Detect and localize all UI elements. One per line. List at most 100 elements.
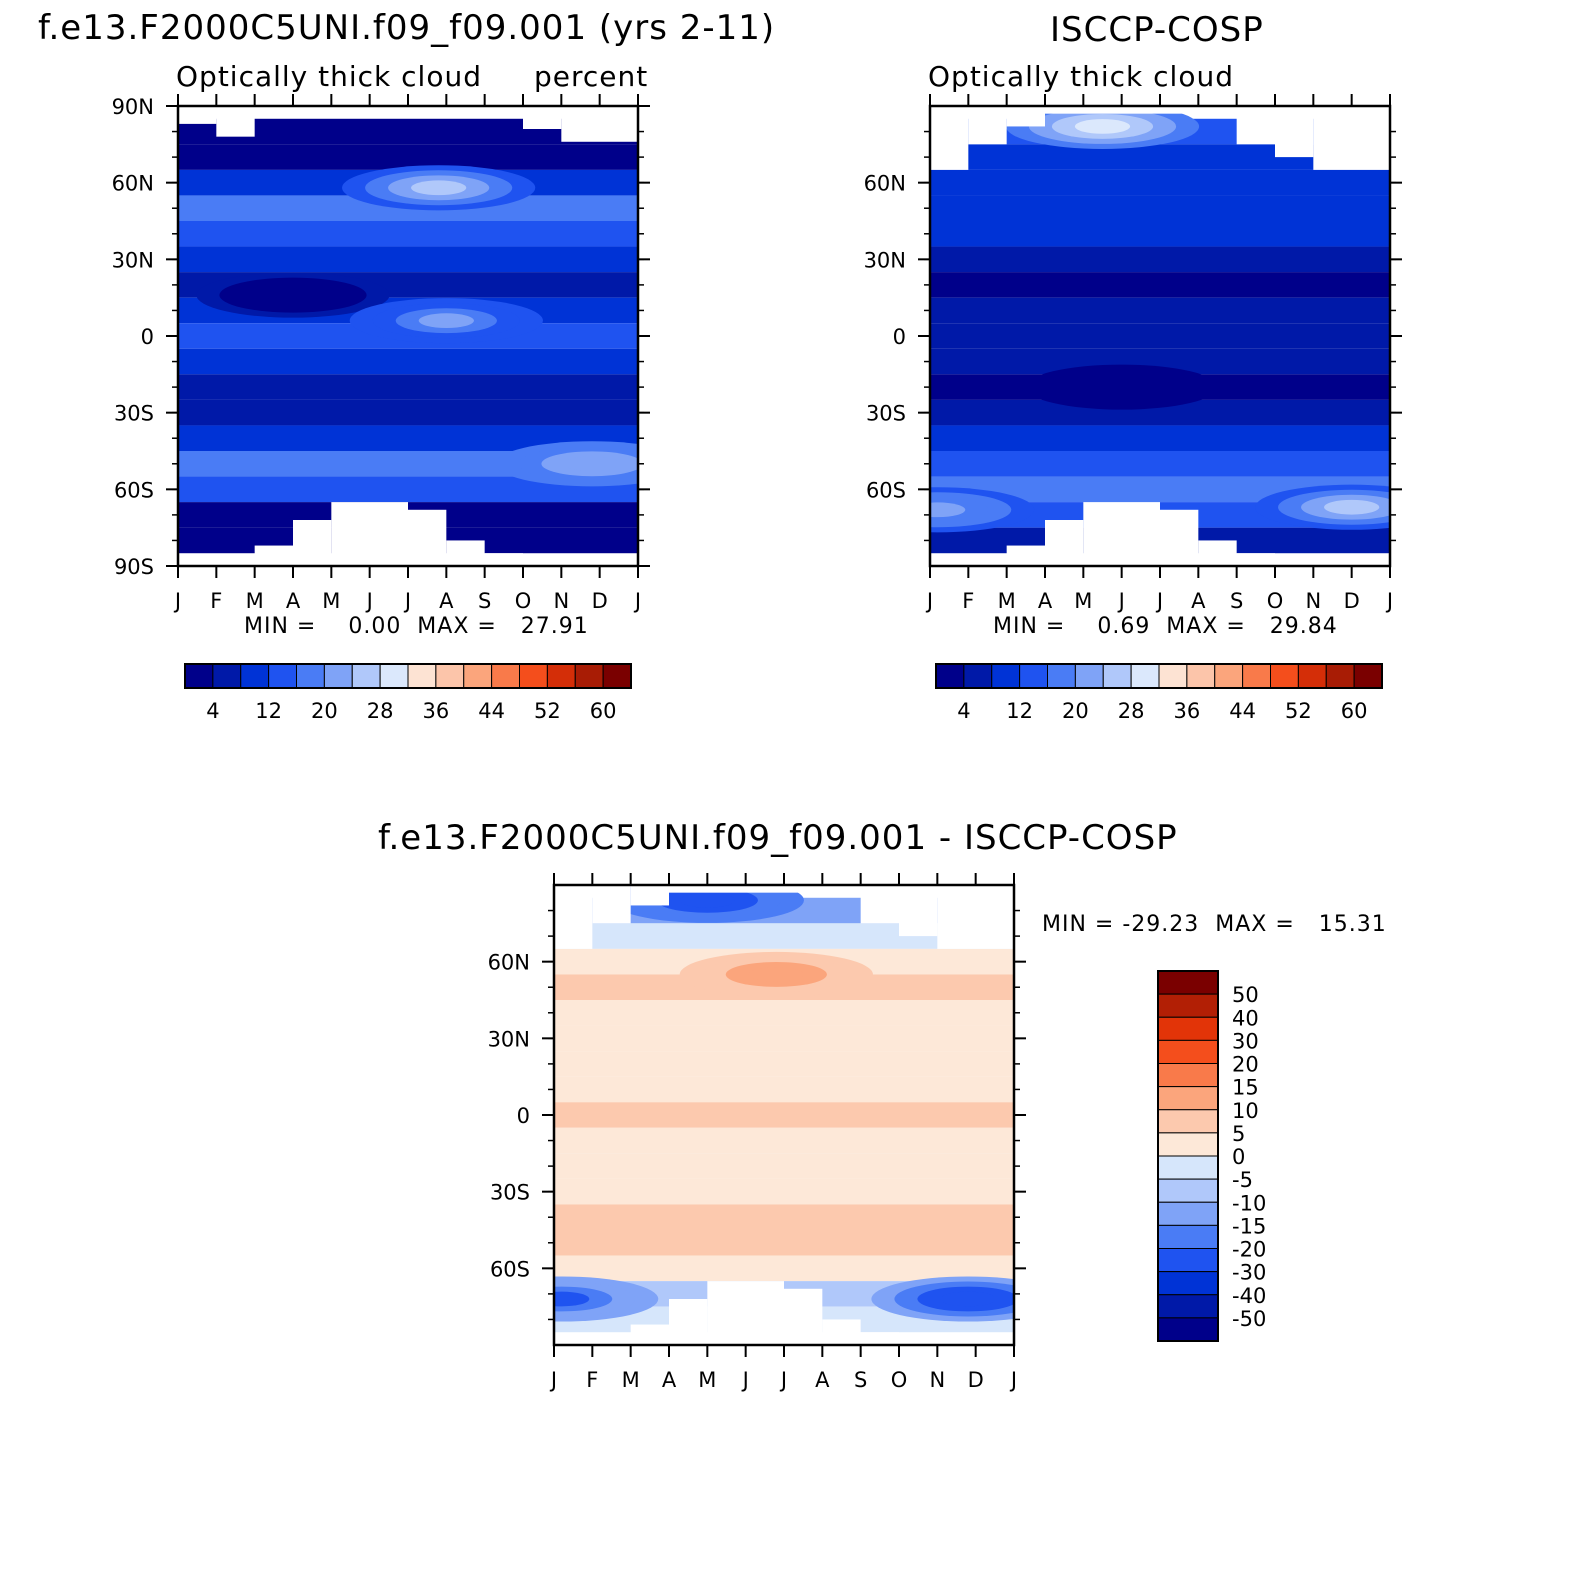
panel3-band	[554, 1076, 1014, 1103]
panel2-colorbar-swatch	[1019, 663, 1048, 689]
panel3-colorbar-label: 10	[1232, 1099, 1259, 1123]
panel1-colorbar-label: 44	[478, 699, 505, 723]
panel3-missing-north	[592, 885, 631, 924]
panel2-title: ISCCP-COSP	[1050, 10, 1264, 50]
panel2-stats: MIN = 0.69 MAX = 29.84	[993, 614, 1338, 639]
panel3-colorbar-swatch	[1157, 1224, 1219, 1249]
panel2-colorbar-swatch	[1158, 663, 1188, 689]
panel2-x-tick-label: F	[962, 589, 974, 613]
panel2-band	[930, 195, 1390, 221]
panel3-x-tick-label: A	[662, 1368, 677, 1392]
panel3-x-tick-label: O	[891, 1368, 908, 1392]
panel3-stats: MIN = -29.23 MAX = 15.31	[1042, 912, 1387, 937]
panel2-band	[930, 297, 1390, 324]
panel1-colorbar-frame	[184, 663, 632, 689]
panel1-x-tick-label: O	[515, 589, 532, 613]
panel1-missing-south	[254, 545, 293, 566]
panel2-missing-north	[968, 106, 1007, 145]
panel2-x-tick-label: J	[1117, 589, 1125, 613]
panel3-x-tick-label: A	[815, 1368, 830, 1392]
panel3-arctic-negative-min-contour	[679, 892, 735, 908]
panel1-missing-south	[484, 553, 523, 566]
panel2-x-tick-label: J	[1385, 589, 1393, 613]
panel3-colorbar-frame	[1157, 970, 1219, 1342]
panel2-missing-north	[1313, 106, 1390, 170]
panel3-missing-south	[784, 1288, 823, 1345]
panel1-missing-south	[408, 509, 447, 566]
panel3-colorbar-label: 0	[1232, 1145, 1245, 1169]
panel1-band	[178, 246, 638, 273]
panel1-colorbar-swatch	[268, 663, 297, 689]
panel1-band	[178, 348, 638, 375]
panel3-x-tick-label: J	[741, 1368, 749, 1392]
panel1-colorbar-label: 28	[367, 699, 394, 723]
panel2-missing-south	[1160, 509, 1199, 566]
panel3-colorbar-swatch	[1157, 1039, 1219, 1064]
panel1-colorbar-swatch	[435, 663, 465, 689]
panel2-colorbar-swatch	[991, 663, 1021, 689]
panel2-field	[930, 106, 1390, 566]
panel3-missing-south	[860, 1332, 899, 1345]
panel1-missing-south	[446, 540, 485, 566]
panel3-y-tick-label: 30S	[490, 1181, 530, 1205]
panel1-colorbar-swatch	[519, 663, 548, 689]
panel3-antarctic-negative-min-contour	[940, 1291, 996, 1307]
panel3-missing-south	[669, 1299, 708, 1345]
panel1-band	[178, 374, 638, 400]
panel3-band	[554, 1127, 1014, 1154]
panel1-y-tick-label: 60N	[112, 172, 154, 196]
panel3-colorbar-label: 20	[1232, 1053, 1259, 1077]
panel2-colorbar-label: 20	[1062, 699, 1089, 723]
panel3-antarctic-west-min-contour	[554, 1291, 590, 1307]
panel1-x-tick-label: N	[553, 589, 569, 613]
panel2-band	[930, 323, 1390, 349]
panel2-band	[930, 451, 1390, 477]
panel1-colorbar-swatch	[184, 663, 214, 689]
panel2-colorbar-swatch	[963, 663, 993, 689]
panel2-missing-south	[1236, 553, 1275, 566]
panel3-band	[554, 1102, 1014, 1128]
panel1-missing-north	[484, 106, 523, 117]
panel3-band	[554, 1204, 1014, 1230]
panel1-subtitle-left: Optically thick cloud	[176, 60, 482, 93]
panel3-colorbar-swatch	[1157, 1294, 1219, 1319]
panel3-x-tick-label: M	[622, 1368, 640, 1392]
panel2-x-tick-label: M	[1074, 589, 1092, 613]
panel3-x-tick-label: M	[698, 1368, 716, 1392]
panel1-x-tick-label: M	[322, 589, 340, 613]
panel2-x-tick-label: A	[1038, 589, 1053, 613]
panel2-colorbar-swatch	[1325, 663, 1355, 689]
panel1-y-tick-label: 0	[141, 325, 154, 349]
panel3-x-tick-label: F	[586, 1368, 598, 1392]
panel2-missing-north	[1006, 106, 1045, 127]
panel2-x-tick-label: D	[1344, 589, 1360, 613]
panel3-title: f.e13.F2000C5UNI.f09_f09.001 - ISCCP-COS…	[378, 818, 1178, 858]
panel1-x-tick-label: S	[478, 589, 491, 613]
panel3-colorbar-swatch	[1157, 1317, 1219, 1342]
panel2-missing-south	[1006, 545, 1045, 566]
panel2-subtropic-min-contour	[1094, 379, 1150, 395]
panel1-title: f.e13.F2000C5UNI.f09_f09.001 (yrs 2-11)	[38, 8, 776, 48]
panel2-x-tick-label: M	[998, 589, 1016, 613]
panel1-field	[178, 106, 638, 566]
panel3-field	[554, 885, 1014, 1345]
panel1-missing-south	[331, 502, 408, 566]
panel3-colorbar-swatch	[1157, 970, 1219, 995]
panel3-colorbar-label: -50	[1232, 1307, 1266, 1331]
panel1-x-tick-label: J	[633, 589, 641, 613]
panel1-missing-south	[293, 520, 332, 566]
panel3-colorbar-label: -40	[1232, 1284, 1266, 1308]
panel2-antarctic-max-contour	[1324, 499, 1380, 515]
panel2-colorbar-label: 52	[1285, 699, 1312, 723]
panel1-x-tick-label: J	[365, 589, 373, 613]
panel1-colorbar-label: 60	[590, 699, 617, 723]
panel2-band	[930, 425, 1390, 451]
panel1-x-tick-label: J	[173, 589, 181, 613]
panel2-antarctic-west-max-contour	[930, 502, 966, 518]
panel3-missing-south	[707, 1281, 784, 1345]
panel1-missing-north	[178, 106, 217, 124]
panel1-x-tick-label: F	[210, 589, 222, 613]
panel3-missing-north	[669, 885, 861, 893]
panel3-x-tick-label: S	[854, 1368, 867, 1392]
panel1-itcz-max-contour	[418, 313, 474, 329]
